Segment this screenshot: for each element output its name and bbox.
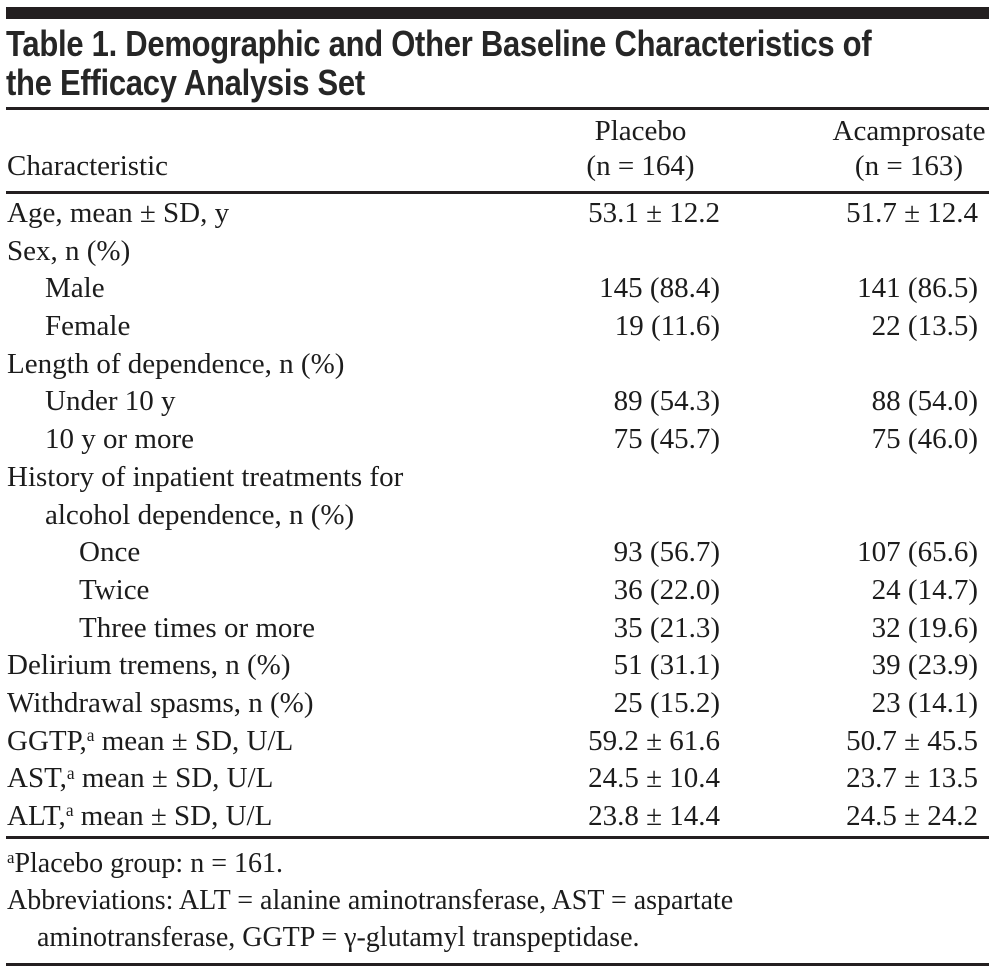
table-row: GGTP,a mean ± SD, U/L 59.2 ± 61.6 50.7 ± 4…: [7, 723, 978, 761]
table-header-row: Characteristic Placebo (n = 164) Acampro…: [0, 110, 999, 191]
row-label: Once: [79, 536, 141, 569]
body-bottom-rule: [6, 835, 989, 839]
table-row: Three times or more 35 (21.3) 32 (19.6): [7, 610, 978, 648]
table-row: Length of dependence, n (%): [7, 346, 978, 384]
acamprosate-value: 39 (23.9): [871, 649, 978, 682]
placebo-value: 25 (15.2): [613, 686, 720, 719]
table-row: Twice 36 (22.0) 24 (14.7): [7, 572, 978, 610]
row-label: GGTP,a mean ± SD, U/L: [7, 724, 294, 757]
placebo-value: 36 (22.0): [613, 573, 720, 606]
row-label: Twice: [79, 573, 150, 606]
footnote: aPlacebo group: n = 161.: [7, 847, 283, 879]
footnotes: aPlacebo group: n = 161. Abbreviations: A…: [0, 839, 999, 963]
acamprosate-value: [720, 459, 978, 497]
table-row: ALT,a mean ± SD, U/L 23.8 ± 14.4 24.5 ± 24…: [7, 798, 978, 836]
acamprosate-value: [720, 233, 978, 271]
row-label: alcohol dependence, n (%): [45, 498, 355, 531]
placebo-value: [495, 497, 720, 535]
acamprosate-value: 75 (46.0): [871, 423, 978, 456]
placebo-value: [495, 459, 720, 497]
placebo-value: 24.5 ± 10.4: [588, 762, 720, 795]
table-title-line-1: Table 1. Demographic and Other Baseline …: [6, 23, 872, 64]
table-row: History of inpatient treatments for: [7, 459, 978, 497]
placebo-value: 53.1 ± 12.2: [588, 197, 720, 229]
column-header-acamprosate: Acamprosate (n = 163): [780, 114, 999, 184]
placebo-value: 19 (11.6): [614, 310, 720, 343]
placebo-value: 59.2 ± 61.6: [588, 724, 720, 757]
column-header-characteristic: Characteristic: [7, 150, 169, 182]
placebo-header-n: (n = 164): [586, 150, 695, 182]
acamprosate-value: 24.5 ± 24.2: [846, 800, 978, 832]
bottom-rule: [6, 962, 989, 966]
table-row: Sex, n (%): [7, 233, 978, 271]
acamprosate-value: [720, 346, 978, 384]
table-row: Under 10 y 89 (54.3) 88 (54.0): [7, 383, 978, 421]
table-body: Age, mean ± SD, y 53.1 ± 12.2 51.7 ± 12.4 S…: [0, 194, 999, 836]
row-label: Sex, n (%): [7, 234, 131, 267]
placebo-value: 89 (54.3): [613, 385, 720, 418]
placebo-value: [495, 346, 720, 384]
table-row: Male 145 (88.4) 141 (86.5): [7, 270, 978, 308]
table-title-line-2: the Efficacy Analysis Set: [6, 62, 365, 103]
row-label: Age, mean ± SD, y: [7, 197, 230, 229]
row-label: Length of dependence, n (%): [7, 347, 345, 380]
acamprosate-header-n: (n = 163): [854, 150, 964, 182]
acamprosate-header-name: Acamprosate: [832, 115, 986, 147]
table-title: Table 1. Demographic and Other Baseline …: [6, 24, 999, 102]
row-label: Male: [45, 272, 105, 305]
acamprosate-value: [720, 497, 978, 535]
row-label: Female: [45, 310, 131, 343]
top-bar-rule: [6, 7, 989, 19]
row-label: ALT,a mean ± SD, U/L: [7, 800, 273, 832]
acamprosate-value: 23.7 ± 13.5: [846, 762, 978, 795]
placebo-value: 51 (31.1): [613, 649, 720, 682]
placebo-value: [495, 233, 720, 271]
acamprosate-value: 141 (86.5): [857, 272, 978, 305]
row-label: Withdrawal spasms, n (%): [7, 686, 314, 719]
row-label: 10 y or more: [45, 423, 194, 456]
row-label: Delirium tremens, n (%): [7, 649, 291, 682]
acamprosate-value: 24 (14.7): [871, 573, 978, 606]
acamprosate-value: 51.7 ± 12.4: [846, 197, 978, 229]
acamprosate-value: 22 (13.5): [871, 310, 978, 343]
acamprosate-value: 107 (65.6): [857, 536, 978, 569]
placebo-value: 23.8 ± 14.4: [588, 800, 720, 832]
title-rule: [6, 107, 989, 110]
table-row: AST,a mean ± SD, U/L 24.5 ± 10.4 23.7 ± 13…: [7, 760, 978, 798]
table-row: alcohol dependence, n (%): [7, 497, 978, 535]
table-row: Female 19 (11.6) 22 (13.5): [7, 308, 978, 346]
row-label: AST,a mean ± SD, U/L: [7, 762, 274, 795]
column-header-placebo: Placebo (n = 164): [528, 114, 753, 184]
footnote: Abbreviations: ALT = alanine aminotransf…: [7, 884, 734, 953]
row-label: History of inpatient treatments for: [7, 460, 404, 493]
table-row: Age, mean ± SD, y 53.1 ± 12.2 51.7 ± 12.4: [7, 195, 978, 233]
header-rule: [6, 191, 989, 194]
placebo-header-name: Placebo: [594, 115, 687, 147]
row-label: Under 10 y: [45, 385, 176, 418]
table-row: Withdrawal spasms, n (%) 25 (15.2) 23 (14.…: [7, 685, 978, 723]
acamprosate-value: 32 (19.6): [871, 611, 978, 644]
row-label: Three times or more: [79, 611, 315, 644]
acamprosate-value: 50.7 ± 45.5: [846, 724, 978, 757]
placebo-value: 145 (88.4): [599, 272, 720, 305]
placebo-value: 35 (21.3): [613, 611, 720, 644]
table-row: Delirium tremens, n (%) 51 (31.1) 39 (23.9…: [7, 647, 978, 685]
placebo-value: 75 (45.7): [613, 423, 720, 456]
acamprosate-value: 23 (14.1): [871, 686, 978, 719]
table-row: 10 y or more 75 (45.7) 75 (46.0): [7, 421, 978, 459]
acamprosate-value: 88 (54.0): [871, 385, 978, 418]
table-row: Once 93 (56.7) 107 (65.6): [7, 534, 978, 572]
placebo-value: 93 (56.7): [613, 536, 720, 569]
